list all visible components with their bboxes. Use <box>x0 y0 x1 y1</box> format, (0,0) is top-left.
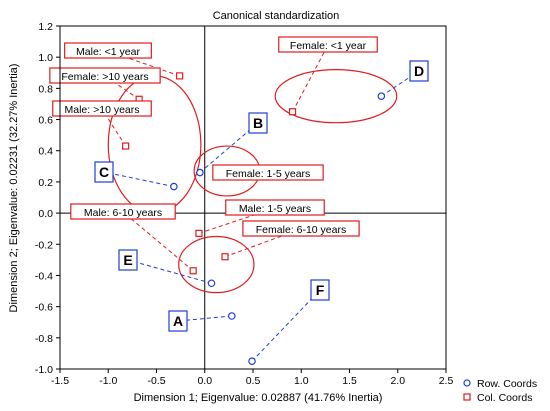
row-point-B <box>196 168 204 177</box>
col-label-box <box>52 100 152 117</box>
col-label-box <box>242 220 360 237</box>
row-label-box-E <box>118 249 138 271</box>
row-point-A <box>227 312 236 320</box>
y-axis-title: Dimension 2; Eigenvalue: 0.02231 (32.27%… <box>8 64 20 313</box>
x-axis-ticks: -1.5 -1.0 -0.5 0.0 0.5 1.0 1.5 2.0 2.5 <box>51 369 453 387</box>
leader-line-B <box>199 122 259 173</box>
col-label: Female: <1 year <box>290 40 367 52</box>
col-label: Male: >10 years <box>65 104 140 116</box>
col-label: Male: 6-10 years <box>84 207 162 219</box>
row-label-box-B <box>248 112 268 134</box>
col-label: Female: 6-10 years <box>256 224 346 236</box>
col-label-box <box>225 199 325 216</box>
x-tick-label: 1.0 <box>294 375 309 387</box>
leader-line-col <box>122 211 194 272</box>
row-point-F <box>248 357 256 366</box>
col-label: Male: 1-5 years <box>239 203 311 215</box>
y-tick-label: 0.0 <box>38 208 53 220</box>
row-label-C: C <box>99 164 109 180</box>
legend-label: Col. Coords <box>477 392 532 404</box>
x-tick-label: -1.0 <box>99 375 117 387</box>
col-label: Male: <1 year <box>76 46 140 58</box>
x-tick-label: 2.5 <box>439 375 454 387</box>
row-point-E <box>207 279 216 288</box>
row-label-E: E <box>123 252 132 268</box>
row-point-C <box>170 182 178 191</box>
y-tick-label: -0.2 <box>35 239 53 251</box>
x-tick-label: -1.5 <box>51 375 69 387</box>
row-label-F: F <box>316 282 325 298</box>
leader-line-E <box>127 259 212 284</box>
y-tick-label: 0.2 <box>38 177 53 189</box>
col-point <box>221 253 229 261</box>
row-label-box-F <box>310 279 330 301</box>
col-label-box <box>64 42 152 59</box>
y-tick-label: 0.4 <box>38 146 53 158</box>
row-label-D: D <box>414 63 424 79</box>
y-tick-label: 1.2 <box>38 21 53 33</box>
leader-line-col <box>292 44 329 112</box>
col-label-box <box>278 36 378 53</box>
y-tick-label: -1.0 <box>35 364 53 376</box>
legend-marker-col <box>463 393 471 401</box>
legend: Row. Coords Col. Coords <box>463 378 537 404</box>
data-points <box>122 72 386 366</box>
col-point <box>195 229 203 237</box>
x-tick-label: 2.0 <box>390 375 405 387</box>
row-label-box-A <box>168 310 188 332</box>
row-label-box-D <box>409 60 429 82</box>
row-point-D <box>377 92 386 100</box>
col-point <box>176 72 184 80</box>
y-tick-label: 1.0 <box>38 52 53 64</box>
legend-marker-row <box>463 379 471 387</box>
x-tick-label: 0.0 <box>197 375 212 387</box>
col-label-box <box>49 67 161 84</box>
x-tick-label: 0.5 <box>246 375 261 387</box>
col-label: Female: >10 years <box>61 71 148 83</box>
leader-line-C <box>103 171 174 188</box>
col-label-box <box>70 203 176 220</box>
y-tick-label: 0.8 <box>38 83 53 95</box>
col-point <box>288 108 297 116</box>
ellipse-cluster-right <box>274 69 398 124</box>
legend-label: Row. Coords <box>477 378 537 390</box>
row-label-box-C <box>94 161 114 183</box>
y-tick-label: 0.6 <box>38 115 53 127</box>
y-tick-label: -0.4 <box>35 270 53 282</box>
x-axis-title: Dimension 1; Eigenvalue: 0.02887 (41.76%… <box>134 392 383 404</box>
y-tick-label: -0.8 <box>35 333 53 345</box>
col-point <box>122 142 130 150</box>
leader-line-F <box>251 289 321 362</box>
col-label-box <box>212 164 324 181</box>
x-tick-label: 1.5 <box>342 375 357 387</box>
point-labels: A B C D E F Male: <1 year Female: >10 years Male… <box>49 36 429 332</box>
y-axis-ticks: 1.2 1.0 0.8 0.6 0.4 0.2 0.0 -0.2 -0.4 -0.6 -0.8 -1.… <box>35 21 60 376</box>
col-label: Female: 1-5 years <box>226 168 311 180</box>
x-tick-label: -0.5 <box>147 375 165 387</box>
chart-title: Canonical standardization <box>213 10 340 22</box>
ellipse-cluster-lower <box>178 235 255 294</box>
col-point <box>189 267 197 275</box>
row-label-B: B <box>253 115 263 131</box>
row-label-A: A <box>173 313 183 329</box>
y-tick-label: -0.6 <box>35 302 53 314</box>
